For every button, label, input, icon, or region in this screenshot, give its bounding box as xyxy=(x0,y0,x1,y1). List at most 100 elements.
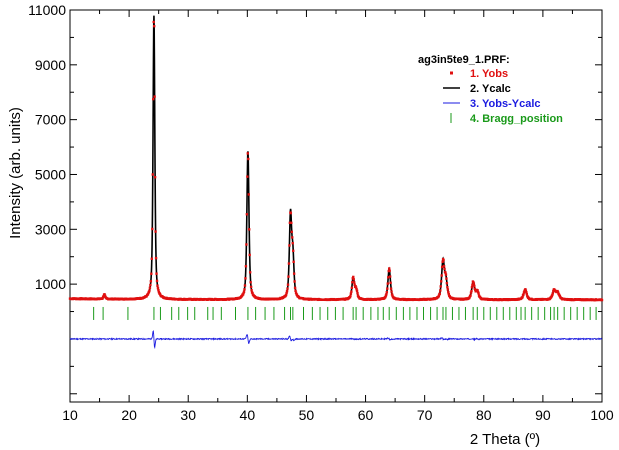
yobs-point xyxy=(385,290,389,294)
yobs-point xyxy=(247,157,250,161)
yobs-point xyxy=(285,291,288,295)
yobs-point xyxy=(157,288,160,292)
yobs-point xyxy=(524,288,527,291)
yobs-point xyxy=(387,276,390,279)
yobs-point xyxy=(149,283,152,287)
yobs-point xyxy=(354,286,358,289)
yobs-point xyxy=(440,280,443,283)
yobs-point xyxy=(600,298,604,302)
yobs-point xyxy=(349,292,353,295)
yobs-point xyxy=(388,267,391,270)
yobs-point xyxy=(148,289,151,292)
yobs-point xyxy=(291,236,294,239)
yobs-point xyxy=(469,291,473,294)
yobs-point xyxy=(388,275,392,278)
legend-bragg-label: 4. Bragg_position xyxy=(470,113,563,125)
yobs-point xyxy=(472,281,475,284)
yobs-point xyxy=(556,290,560,294)
yobs-point xyxy=(390,293,394,296)
y-tick-label: 7000 xyxy=(35,112,66,128)
yobs-point xyxy=(446,288,450,291)
yobs-point xyxy=(552,289,555,293)
yobs-point xyxy=(469,294,472,297)
yobs-point xyxy=(156,284,159,287)
yobs-point xyxy=(348,296,352,299)
yobs-point xyxy=(103,294,107,297)
yobs-point xyxy=(356,292,359,295)
legend: ag3in5te9_1.PRF: 1. Yobs 2. Ycalc 3. Yob… xyxy=(418,54,563,125)
yobs-point xyxy=(443,267,446,271)
yobs-point xyxy=(155,279,159,283)
yobs-point xyxy=(149,280,153,283)
yobs-point xyxy=(245,213,249,216)
yobs-point xyxy=(389,281,392,284)
yobs-point xyxy=(355,288,358,291)
yobs-point xyxy=(286,287,289,290)
yobs-point xyxy=(390,290,393,293)
x-tick-label: 40 xyxy=(240,407,256,423)
yobs-point xyxy=(245,243,248,246)
legend-yobs-marker xyxy=(450,71,453,75)
yobs-point xyxy=(146,292,150,296)
yobs-point xyxy=(292,260,295,264)
legend-ycalc-label: 2. Ycalc xyxy=(470,83,511,95)
yobs-point xyxy=(352,278,355,281)
yobs-point xyxy=(386,287,389,290)
legend-entry-yobs: 1. Yobs xyxy=(450,68,508,80)
yobs-point xyxy=(249,281,252,284)
yobs-point xyxy=(440,265,444,269)
yobs-point xyxy=(243,284,247,287)
y-tick-label: 11000 xyxy=(28,2,66,18)
yobs-point xyxy=(242,290,246,293)
x-tick-labels: 10 20 30 40 50 60 70 80 90 100 xyxy=(62,407,614,423)
yobs-point xyxy=(470,289,473,293)
yobs-point xyxy=(101,297,104,300)
yobs-point xyxy=(470,286,474,289)
yobs-point xyxy=(353,283,356,286)
legend-yobs-label: 1. Yobs xyxy=(470,68,508,80)
difference-line xyxy=(69,330,603,350)
yobs-point xyxy=(295,293,299,297)
yobs-point xyxy=(521,295,524,299)
yobs-point xyxy=(288,244,291,247)
yobs-point xyxy=(286,283,290,286)
yobs-point xyxy=(248,271,252,274)
yobs-point xyxy=(354,285,357,288)
yobs-point xyxy=(293,280,296,283)
legend-title: ag3in5te9_1.PRF: xyxy=(418,54,510,66)
yobs-point xyxy=(291,241,294,245)
yobs-point xyxy=(477,292,480,295)
yobs-point xyxy=(152,97,155,101)
yobs-point xyxy=(444,273,448,276)
yobs-points xyxy=(68,20,604,302)
yobs-point xyxy=(156,286,160,290)
yobs-point xyxy=(523,290,526,293)
yobs-point xyxy=(349,294,352,298)
yobs-point xyxy=(285,289,289,293)
yobs-point xyxy=(441,260,444,263)
x-tick-label: 60 xyxy=(358,407,374,423)
axis-ticks xyxy=(69,9,603,402)
bragg-position-marks xyxy=(93,306,597,320)
yobs-point xyxy=(292,272,296,275)
yobs-point xyxy=(472,282,476,285)
yobs-point xyxy=(525,290,528,294)
yobs-point xyxy=(385,293,388,296)
yobs-point xyxy=(439,285,442,288)
yobs-point xyxy=(471,283,474,287)
yobs-point xyxy=(438,292,441,295)
yobs-point xyxy=(294,291,298,295)
yobs-point xyxy=(524,289,528,292)
x-tick-label: 90 xyxy=(535,407,551,423)
y-tick-label: 1000 xyxy=(35,276,66,292)
yobs-point xyxy=(437,294,441,297)
yobs-point xyxy=(468,296,471,299)
yobs-point xyxy=(476,289,479,292)
yobs-point xyxy=(290,221,293,225)
x-tick-label: 50 xyxy=(299,407,315,423)
yobs-point xyxy=(247,193,250,196)
yobs-point xyxy=(445,277,448,280)
legend-entry-bragg: 4. Bragg_position xyxy=(450,113,563,125)
x-tick-label: 70 xyxy=(417,407,433,423)
